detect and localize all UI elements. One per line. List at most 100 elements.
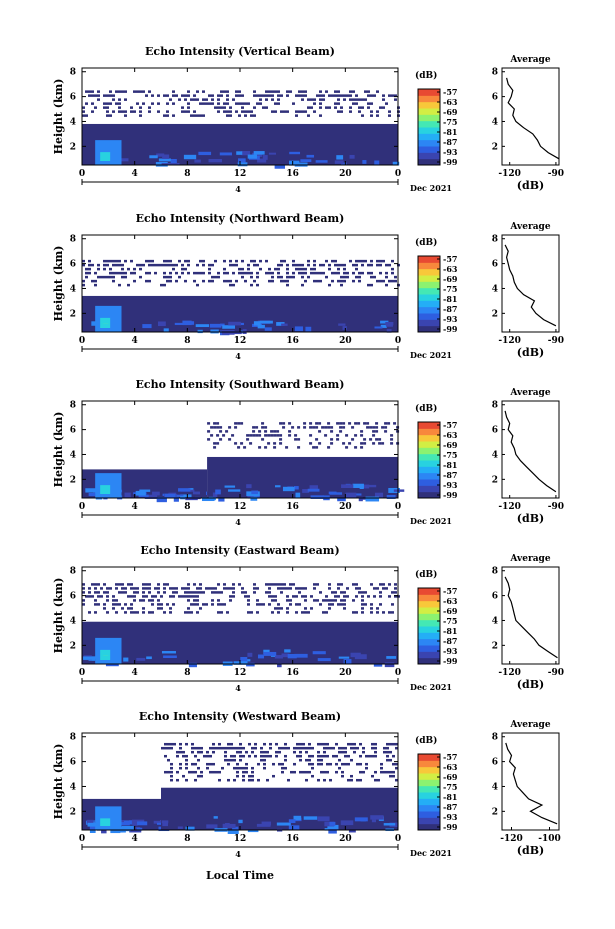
echo-cell [263, 742, 266, 746]
echo-cell [194, 778, 197, 782]
x-tick-label: 4 [132, 502, 138, 512]
echo-cell [317, 758, 320, 762]
echo-cell [383, 746, 386, 750]
echo-cell [185, 754, 188, 758]
echo-cell [337, 102, 340, 105]
echo-cell [213, 442, 217, 445]
echo-cell [148, 599, 151, 602]
echo-cell [331, 603, 334, 606]
echo-cell [196, 283, 199, 287]
echo-cell [289, 603, 292, 606]
echo-cell [362, 770, 365, 774]
echo-cell [139, 106, 142, 109]
echo-cell [244, 595, 247, 598]
echo-cell [371, 742, 374, 746]
echo-cell [112, 595, 115, 598]
echo-cell [281, 766, 284, 770]
avg-x-tick-label: -120 [498, 169, 521, 179]
echo-cell [370, 815, 384, 820]
echo-cell [223, 102, 226, 105]
echo-cell [355, 94, 358, 97]
echo-cell [217, 271, 220, 275]
avg-y-tick-label: 2 [492, 309, 498, 319]
echo-cell [199, 591, 202, 594]
colorbar-tick-label: -81 [443, 460, 457, 470]
echo-cell [157, 94, 160, 97]
echo-cell [271, 98, 274, 101]
echo-cell [274, 102, 277, 105]
echo-cell [124, 275, 127, 279]
echo-cell [340, 591, 343, 594]
echo-cell [256, 263, 259, 267]
echo-cell [360, 819, 366, 822]
echo-cell [299, 750, 302, 754]
echo-cell [94, 271, 97, 275]
echo-cell [187, 599, 190, 602]
echo-cell [391, 279, 394, 283]
echo-cell [253, 279, 256, 283]
echo-cell [112, 94, 115, 97]
colorbar-tick-label: -87 [443, 636, 457, 646]
echo-cell [323, 746, 326, 750]
avg-y-tick-label: 6 [492, 93, 498, 103]
echo-cell [361, 98, 364, 101]
echo-cell [118, 271, 121, 275]
echo-cell [257, 762, 260, 766]
echo-cell [196, 271, 199, 275]
echo-cell [106, 263, 109, 267]
echo-cell [331, 599, 334, 602]
echo-cell [214, 275, 217, 279]
echo-cell [220, 323, 225, 327]
echo-cell [368, 484, 377, 488]
avg-x-tick-label: -100 [538, 834, 561, 844]
echo-cell [280, 607, 283, 610]
colorbar-swatch [418, 114, 440, 122]
echo-cell [372, 434, 376, 437]
avg-x-tick-label: -120 [498, 502, 521, 512]
echo-cell [272, 762, 275, 766]
x-tick-label: 20 [339, 502, 352, 512]
echo-cell [362, 160, 367, 164]
echo-core-peak [100, 152, 111, 161]
echo-cell [220, 106, 223, 109]
echo-cell [181, 267, 184, 271]
echo-cell [374, 492, 384, 498]
average-profile-line [504, 576, 558, 659]
echo-cell [258, 434, 262, 437]
echo-cell [191, 770, 194, 774]
colorbar-tick-label: -69 [443, 107, 458, 117]
echo-cell [184, 611, 187, 614]
echo-cell [319, 263, 322, 267]
echo-cell [194, 754, 197, 758]
echo-cell [275, 485, 281, 488]
echo-cell [386, 754, 389, 758]
echo-cell [232, 587, 235, 590]
echo-cell [248, 774, 251, 778]
echo-cell [307, 275, 310, 279]
echo-cell [372, 442, 376, 445]
echo-cell [142, 587, 145, 590]
echo-cell [328, 587, 331, 590]
echo-cell [374, 754, 377, 758]
y-tick-label: 8 [70, 68, 76, 78]
echo-cell [338, 746, 341, 750]
echo-cell [229, 110, 232, 113]
average-profile-line [506, 77, 560, 160]
echo-cell [390, 434, 394, 437]
echo-cell [283, 587, 286, 590]
echo-cell [153, 820, 165, 824]
echo-cell [293, 762, 296, 766]
echo-cell [330, 426, 334, 429]
echo-cell [240, 657, 248, 662]
echo-cell [317, 742, 320, 746]
echo-cell [322, 271, 325, 275]
echo-cell [309, 485, 318, 491]
echo-cell [106, 102, 109, 105]
echo-cell [239, 754, 242, 758]
echo-cell [250, 283, 253, 287]
echo-cell [172, 114, 175, 117]
echo-cell [115, 603, 118, 606]
echo-cell [236, 770, 239, 774]
echo-cell [340, 583, 343, 586]
echo-cell [202, 271, 205, 275]
